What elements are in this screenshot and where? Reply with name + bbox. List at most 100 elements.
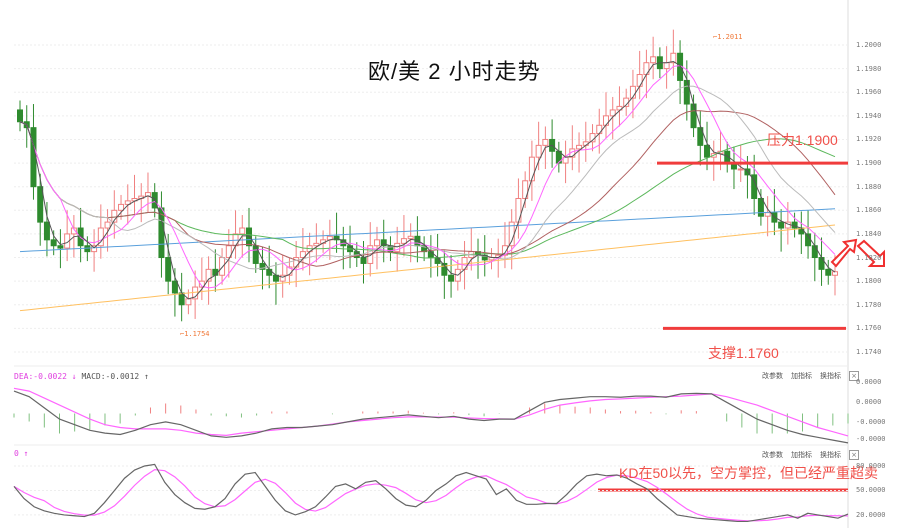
price-tick: 1.1980 xyxy=(856,64,882,73)
candle-body xyxy=(764,212,771,217)
candle-body xyxy=(407,235,414,240)
candle-body xyxy=(704,144,711,158)
high-value: 1.2011 xyxy=(717,33,743,41)
candle-body xyxy=(37,186,44,223)
candle-body xyxy=(602,115,609,126)
price-tick: 1.1880 xyxy=(856,182,882,191)
support-label: 支撑1.1760 xyxy=(708,345,779,361)
candle-body xyxy=(17,109,23,123)
candle-body xyxy=(434,257,441,264)
candle-body xyxy=(535,144,542,158)
candle-body xyxy=(171,280,178,294)
candle-body xyxy=(542,138,549,146)
ma-brown-line xyxy=(19,110,836,267)
price-tick: 1.1780 xyxy=(856,300,882,309)
candle-body xyxy=(811,245,818,259)
macd-tick: -0.0000 xyxy=(856,435,886,443)
candle-body xyxy=(219,257,226,276)
candle-body xyxy=(205,268,212,282)
chart-title: 欧/美 2 小时走势 xyxy=(368,59,541,84)
kd-header: 0 ↑ xyxy=(14,449,29,458)
candle-body xyxy=(697,127,704,146)
candle-body xyxy=(400,238,407,244)
macd-add-indicator-button[interactable]: 加指标 xyxy=(791,372,812,380)
candle-body xyxy=(299,251,306,259)
candle-body xyxy=(744,168,751,176)
price-tick: 1.1920 xyxy=(856,135,882,144)
candle-body xyxy=(57,245,64,249)
price-tick: 1.1820 xyxy=(856,253,882,262)
low-marker-label: ⌐1.1754 xyxy=(180,330,210,338)
kd-edit-params-button[interactable]: 改参数 xyxy=(762,451,783,459)
price-tick: 1.1900 xyxy=(856,159,882,168)
price-tick: 1.2000 xyxy=(856,41,882,49)
candle-body xyxy=(313,242,320,247)
candle-body xyxy=(225,245,232,259)
price-tick: 1.1740 xyxy=(856,348,882,356)
kd-tick: 50.0000 xyxy=(856,486,886,495)
candle-body xyxy=(30,127,37,188)
candle-body xyxy=(636,74,643,87)
kd-note-label: KD在50以先，空方掌控，但已经严重超卖 xyxy=(619,465,879,481)
candle-body xyxy=(609,109,616,117)
candle-body xyxy=(663,62,670,70)
candle-body xyxy=(165,257,172,282)
candle-body xyxy=(198,280,205,288)
kd-close-icon[interactable]: × xyxy=(849,450,859,460)
ma-orange-line xyxy=(19,224,836,312)
candle-body xyxy=(118,203,125,211)
low-value: 1.1754 xyxy=(184,330,210,338)
macd-tick: 0.0000 xyxy=(856,398,882,406)
candle-body xyxy=(360,257,367,264)
candle-body xyxy=(596,124,603,135)
arrow-down-icon xyxy=(856,239,885,267)
candle-body xyxy=(246,227,253,247)
candle-body xyxy=(70,227,77,235)
candle-body xyxy=(522,180,529,200)
candle-body xyxy=(576,144,583,150)
candle-body xyxy=(528,156,535,182)
candle-body xyxy=(293,257,300,268)
candle-body xyxy=(373,239,380,247)
ma-blue-line xyxy=(19,208,836,253)
candle-body xyxy=(778,221,785,229)
candle-body xyxy=(43,221,50,241)
candle-body xyxy=(212,268,219,276)
macd-toolbar: 改参数 加指标 换指标 × xyxy=(762,371,859,381)
macd-dif-line xyxy=(13,390,849,444)
candle-body xyxy=(380,239,387,247)
resistance-label: 压力1.1900 xyxy=(767,132,838,148)
candle-body xyxy=(97,227,104,247)
candle-body xyxy=(448,274,455,282)
candle-body xyxy=(441,262,448,276)
high-marker-label: ⌐1.2011 xyxy=(713,33,743,41)
candle-body xyxy=(515,198,522,223)
candle-body xyxy=(832,271,838,276)
kd-toolbar: 改参数 加指标 换指标 × xyxy=(762,450,859,460)
price-tick: 1.1940 xyxy=(856,111,882,120)
macd-tick: -0.0000 xyxy=(856,418,886,426)
kd-switch-indicator-button[interactable]: 换指标 xyxy=(820,451,841,459)
kd-tick: 80.0000 xyxy=(856,462,886,470)
macd-dea-value: DEA:-0.0022 ↓ xyxy=(14,372,77,381)
candle-body xyxy=(690,103,697,129)
candle-body xyxy=(333,235,340,241)
candle-body xyxy=(50,239,57,247)
candle-body xyxy=(124,200,131,205)
ma-pink-line xyxy=(19,65,836,289)
arrow-up-icon xyxy=(830,238,858,268)
macd-switch-indicator-button[interactable]: 换指标 xyxy=(820,372,841,380)
macd-close-icon[interactable]: × xyxy=(849,371,859,381)
macd-edit-params-button[interactable]: 改参数 xyxy=(762,372,783,380)
candle-body xyxy=(104,221,111,229)
kd-k-line xyxy=(13,463,849,523)
ma-gray-line xyxy=(19,85,836,270)
candle-body xyxy=(757,198,764,217)
kd-d-line xyxy=(13,469,849,522)
kd-add-indicator-button[interactable]: 加指标 xyxy=(791,451,812,459)
candle-body xyxy=(670,52,677,64)
candle-body xyxy=(239,227,246,235)
candle-body xyxy=(91,245,98,253)
price-tick: 1.1860 xyxy=(856,206,882,215)
macd-tick: 0.0000 xyxy=(856,378,882,386)
